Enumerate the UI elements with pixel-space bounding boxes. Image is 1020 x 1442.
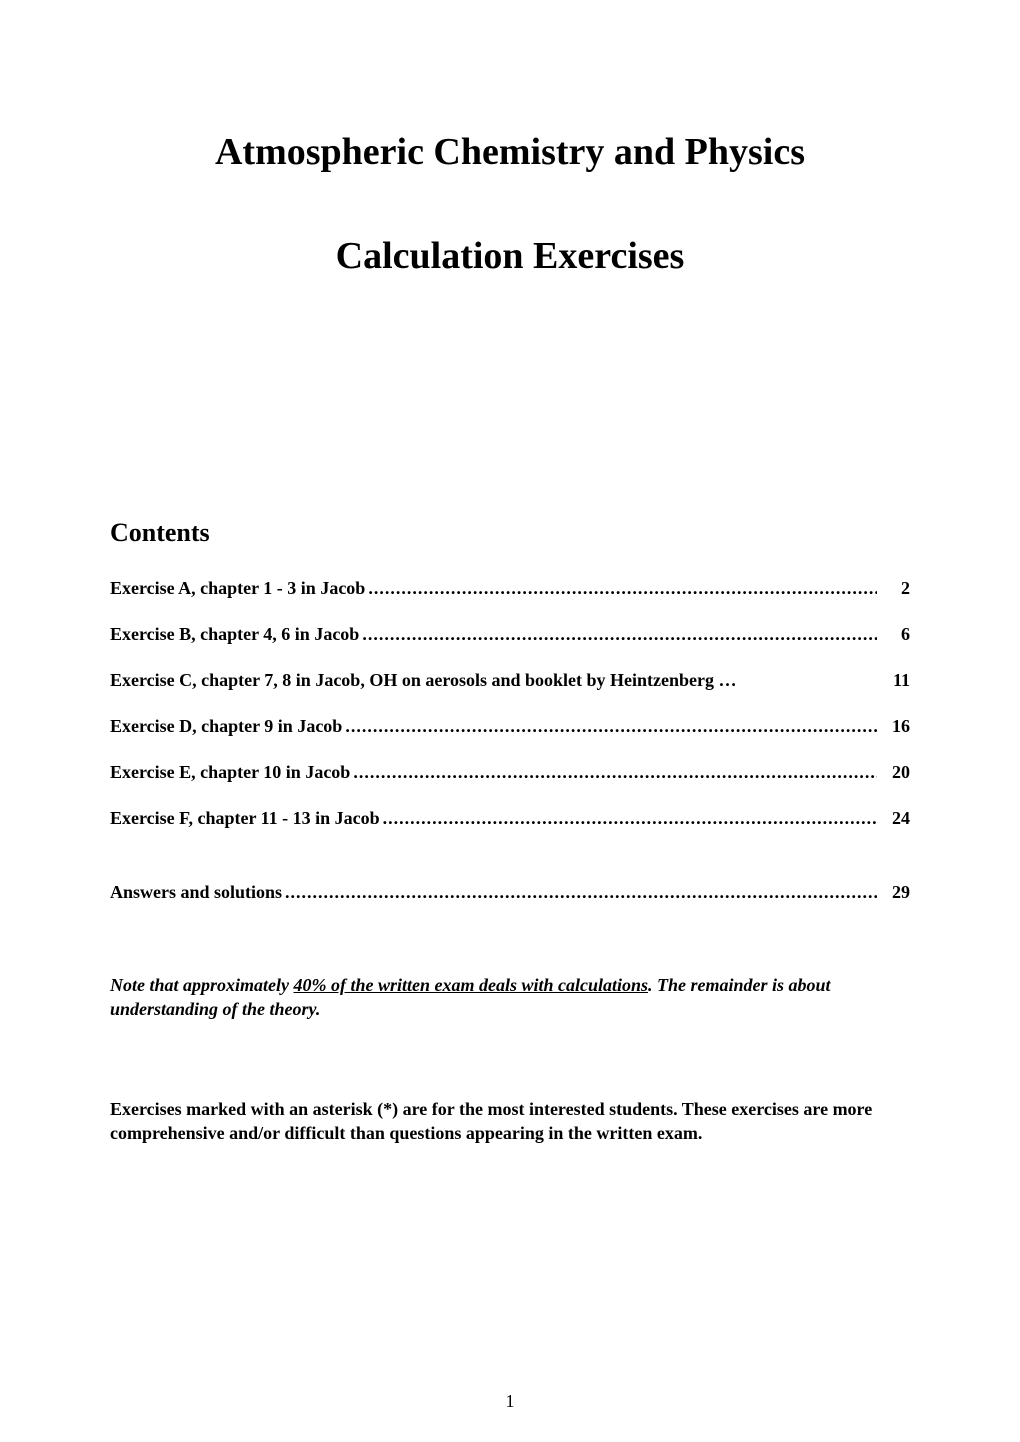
toc-page: 11	[880, 670, 910, 691]
toc-row-4: Exercise E, chapter 10 in Jacob.........…	[110, 762, 910, 783]
toc-label: Exercise C, chapter 7, 8 in Jacob, OH on…	[110, 670, 737, 691]
toc-page: 29	[880, 882, 910, 903]
exam-note: Note that approximately 40% of the writt…	[110, 973, 910, 1022]
page: Atmospheric Chemistry and Physics Calcul…	[0, 0, 1020, 1442]
toc-dots: ........................................…	[345, 716, 877, 737]
toc-label: Exercise D, chapter 9 in Jacob	[110, 716, 342, 737]
toc-row-1: Exercise B, chapter 4, 6 in Jacob ......…	[110, 624, 910, 645]
toc-dots: ........................................…	[368, 578, 877, 599]
toc-page: 2	[880, 578, 910, 599]
page-number: 1	[0, 1391, 1020, 1412]
toc-dots: ........................................…	[285, 882, 877, 903]
title-sub: Calculation Exercises	[110, 234, 910, 278]
toc-row-0: Exercise A, chapter 1 - 3 in Jacob .....…	[110, 578, 910, 599]
toc-row-2: Exercise C, chapter 7, 8 in Jacob, OH on…	[110, 670, 910, 691]
toc-page: 16	[880, 716, 910, 737]
contents-heading: Contents	[110, 518, 910, 548]
toc-label: Exercise F, chapter 11 - 13 in Jacob	[110, 808, 380, 829]
exam-note-pre: Note that approximately	[110, 975, 294, 995]
toc-row-3: Exercise D, chapter 9 in Jacob..........…	[110, 716, 910, 737]
toc-label: Exercise A, chapter 1 - 3 in Jacob	[110, 578, 365, 599]
toc-page: 20	[880, 762, 910, 783]
toc-page: 24	[880, 808, 910, 829]
title-main: Atmospheric Chemistry and Physics	[110, 130, 910, 174]
toc-dots: ........................................…	[353, 762, 877, 783]
exam-note-underlined: 40% of the written exam deals with calcu…	[294, 975, 649, 995]
asterisk-footnote: Exercises marked with an asterisk (*) ar…	[110, 1097, 910, 1146]
toc-spacer	[740, 670, 877, 691]
toc-label: Exercise B, chapter 4, 6 in Jacob	[110, 624, 359, 645]
toc-row-answers: Answers and solutions ..................…	[110, 882, 910, 903]
toc-row-5: Exercise F, chapter 11 - 13 in Jacob....…	[110, 808, 910, 829]
toc-label: Answers and solutions	[110, 882, 282, 903]
toc-dots: ........................................…	[362, 624, 877, 645]
toc-gap	[110, 854, 910, 882]
table-of-contents: Exercise A, chapter 1 - 3 in Jacob .....…	[110, 578, 910, 903]
toc-label: Exercise E, chapter 10 in Jacob	[110, 762, 350, 783]
toc-page: 6	[880, 624, 910, 645]
toc-dots: ........................................…	[383, 808, 877, 829]
